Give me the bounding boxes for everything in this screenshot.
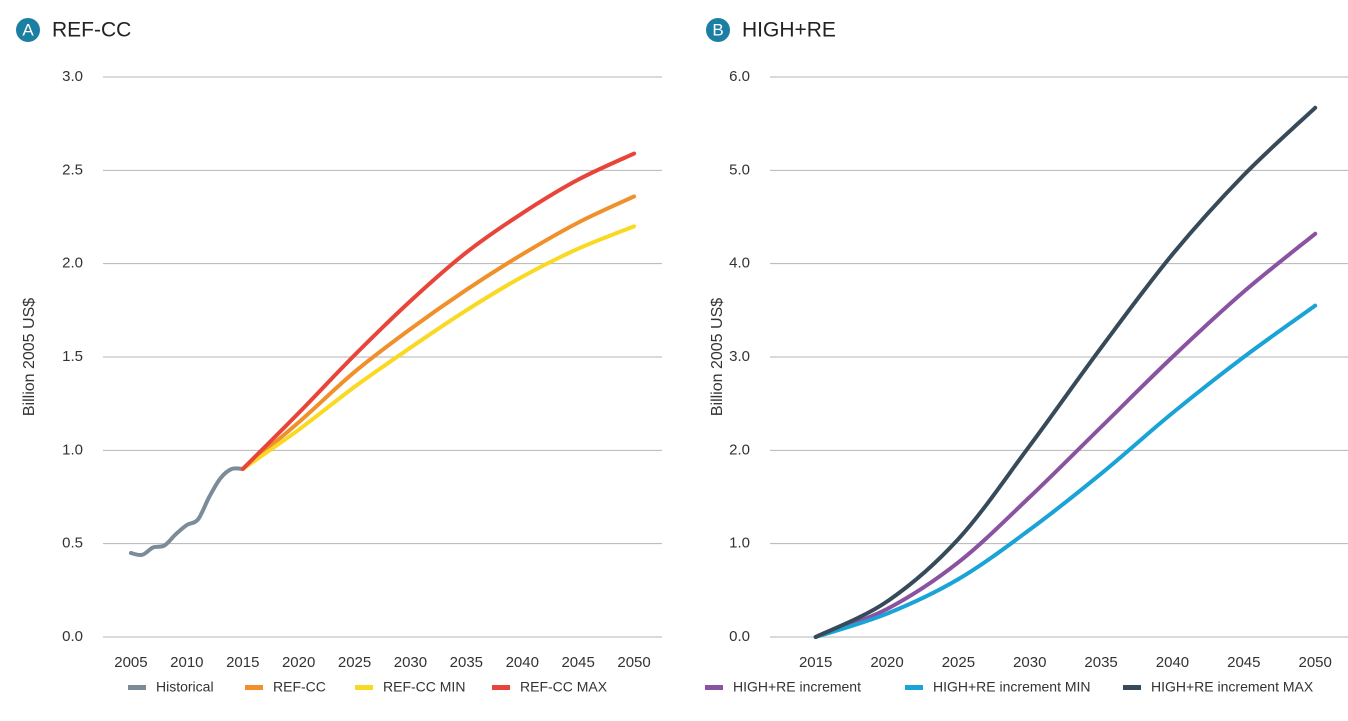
series-line xyxy=(813,303,1318,639)
x-tick-label: 2020 xyxy=(870,654,903,671)
y-tick-label: 0.0 xyxy=(729,628,750,645)
x-tick-label: 2030 xyxy=(1013,654,1046,671)
legend-swatch xyxy=(1123,685,1141,690)
x-tick-label: 2025 xyxy=(338,654,371,671)
series-line xyxy=(128,466,245,558)
x-tick-label: 2035 xyxy=(1084,654,1117,671)
y-tick-label: 1.0 xyxy=(62,441,83,458)
y-axis-label: Billion 2005 US$ xyxy=(709,298,726,416)
series-line xyxy=(240,194,637,471)
legend-swatch xyxy=(705,685,723,690)
x-tick-label: 2050 xyxy=(1298,654,1331,671)
y-tick-label: 0.0 xyxy=(62,628,83,645)
legend-label: HIGH+RE increment MIN xyxy=(933,679,1091,695)
x-tick-label: 2045 xyxy=(561,654,594,671)
legend-label: REF-CC xyxy=(273,679,326,695)
y-tick-label: 1.5 xyxy=(62,348,83,365)
y-tick-label: 3.0 xyxy=(62,68,83,85)
x-tick-label: 2035 xyxy=(450,654,483,671)
series-line xyxy=(813,231,1318,639)
y-tick-label: 2.5 xyxy=(62,161,83,178)
series-line xyxy=(240,224,637,471)
legend-label: REF-CC MAX xyxy=(520,679,608,695)
y-tick-label: 6.0 xyxy=(729,68,750,85)
panel-label: A xyxy=(22,20,34,39)
x-tick-label: 2015 xyxy=(799,654,832,671)
legend-swatch xyxy=(355,685,373,690)
series-line xyxy=(240,151,637,471)
x-tick-label: 2010 xyxy=(170,654,203,671)
legend-label: HIGH+RE increment MAX xyxy=(1151,679,1314,695)
x-tick-label: 2045 xyxy=(1227,654,1260,671)
y-tick-label: 3.0 xyxy=(729,348,750,365)
y-tick-label: 4.0 xyxy=(729,255,750,272)
y-tick-label: 0.5 xyxy=(62,535,83,552)
legend-label: Historical xyxy=(156,679,214,695)
x-tick-label: 2020 xyxy=(282,654,315,671)
y-tick-label: 5.0 xyxy=(729,161,750,178)
y-tick-label: 1.0 xyxy=(729,535,750,552)
chart-title: HIGH+RE xyxy=(742,19,836,42)
legend-swatch xyxy=(245,685,263,690)
panel-label: B xyxy=(712,20,723,39)
legend-swatch xyxy=(492,685,510,690)
y-tick-label: 2.0 xyxy=(729,441,750,458)
x-tick-label: 2015 xyxy=(226,654,259,671)
x-tick-label: 2025 xyxy=(942,654,975,671)
x-tick-label: 2030 xyxy=(394,654,427,671)
y-tick-label: 2.0 xyxy=(62,255,83,272)
x-tick-label: 2050 xyxy=(617,654,650,671)
legend-swatch xyxy=(128,685,146,690)
legend-label: REF-CC MIN xyxy=(383,679,465,695)
series-line xyxy=(813,105,1318,639)
chart-title: REF-CC xyxy=(52,19,131,42)
legend-label: HIGH+RE increment xyxy=(733,679,861,695)
y-axis-label: Billion 2005 US$ xyxy=(21,298,38,416)
x-tick-label: 2005 xyxy=(114,654,147,671)
x-tick-label: 2040 xyxy=(1156,654,1189,671)
panel-badge xyxy=(16,18,40,42)
legend-swatch xyxy=(905,685,923,690)
panel-badge xyxy=(706,18,730,42)
x-tick-label: 2040 xyxy=(506,654,539,671)
